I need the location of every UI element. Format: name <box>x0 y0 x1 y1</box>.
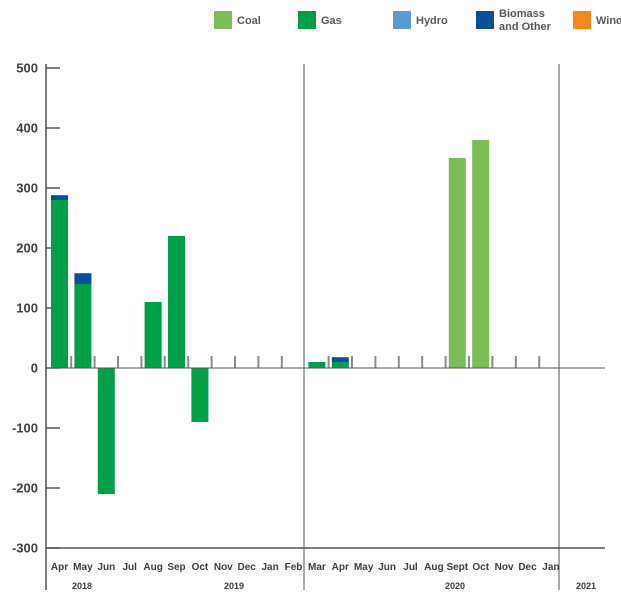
year-label: 2019 <box>224 581 244 591</box>
y-tick-label: -100 <box>12 421 38 436</box>
x-tick-label: May <box>354 562 374 573</box>
bar-segment <box>331 357 349 362</box>
x-tick-label: Jul <box>403 562 418 573</box>
year-label: 2018 <box>72 581 92 591</box>
x-tick-label: May <box>73 562 93 573</box>
legend-swatch <box>214 11 232 29</box>
y-tick-label: 400 <box>16 121 38 136</box>
x-tick-label: Sep <box>167 562 185 573</box>
x-tick-label: Jun <box>378 562 396 573</box>
bar-segment <box>74 284 92 368</box>
y-tick-label: -200 <box>12 481 38 496</box>
y-tick-label: 200 <box>16 241 38 256</box>
bar-segment <box>144 302 162 368</box>
bar-segment <box>97 368 115 494</box>
legend-swatch <box>476 11 494 29</box>
x-tick-label: Nov <box>495 562 514 573</box>
legend-label: Biomass <box>499 8 545 20</box>
x-tick-label: Aug <box>143 562 162 573</box>
bar-segment <box>51 195 68 200</box>
x-tick-label: Dec <box>518 562 537 573</box>
x-tick-label: Jun <box>97 562 115 573</box>
y-tick-label: 100 <box>16 301 38 316</box>
legend-label: Gas <box>321 15 342 27</box>
x-tick-label: Oct <box>192 562 209 573</box>
bar-segment <box>168 236 185 368</box>
bar-segment <box>308 362 326 368</box>
bar-segment <box>51 200 68 368</box>
bar-segment <box>472 140 490 368</box>
x-tick-label: Mar <box>308 562 326 573</box>
x-tick-label: Feb <box>285 562 303 573</box>
x-tick-label: Aug <box>424 562 443 573</box>
y-tick-label: -300 <box>12 541 38 556</box>
x-tick-label: Sept <box>446 562 468 573</box>
x-tick-label: Apr <box>51 562 68 573</box>
x-tick-label: Apr <box>332 562 349 573</box>
x-tick-label: Jan <box>542 562 559 573</box>
year-label: 2021 <box>576 581 596 591</box>
legend-label: Wind <box>596 15 621 27</box>
bar-segment <box>448 158 466 368</box>
x-tick-label: Jan <box>261 562 278 573</box>
legend-swatch <box>393 11 411 29</box>
bar-segment <box>74 273 92 284</box>
y-tick-label: 500 <box>16 61 38 76</box>
legend-label: and Other <box>499 21 552 33</box>
x-tick-label: Nov <box>214 562 233 573</box>
bar-segment <box>191 368 209 422</box>
x-tick-label: Dec <box>238 562 257 573</box>
y-tick-label: 0 <box>31 361 38 376</box>
y-tick-label: 300 <box>16 181 38 196</box>
bar-segment <box>331 362 349 368</box>
legend-label: Coal <box>237 15 261 27</box>
legend-label: Hydro <box>416 15 448 27</box>
year-label: 2020 <box>445 581 465 591</box>
legend-swatch <box>298 11 316 29</box>
x-tick-label: Oct <box>472 562 489 573</box>
legend-swatch <box>573 11 591 29</box>
x-tick-label: Jul <box>122 562 137 573</box>
